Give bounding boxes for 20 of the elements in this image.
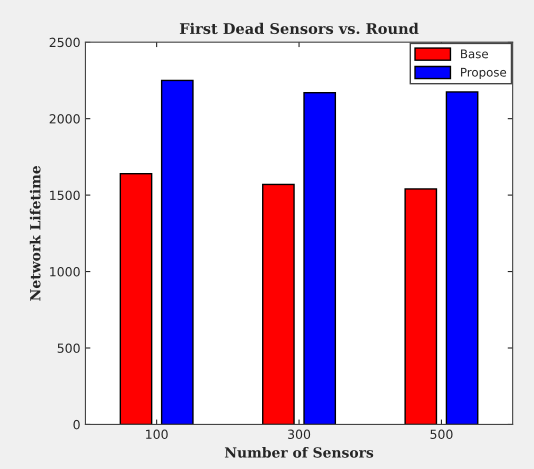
- y-axis-title: Network Lifetime: [30, 166, 41, 301]
- legend-label: Propose: [461, 68, 506, 79]
- y-tick-label: 500: [58, 343, 80, 353]
- y-tick-label: 0: [73, 420, 80, 430]
- bar: [262, 184, 295, 424]
- bar: [404, 188, 438, 424]
- chart-title: First Dead Sensors vs. Round: [180, 22, 419, 34]
- bar: [446, 91, 478, 424]
- legend-label: Base: [461, 50, 488, 58]
- x-axis-title: Number of Sensors: [224, 446, 374, 458]
- y-tick-label: 2000: [50, 114, 80, 124]
- x-tick-label: 100: [146, 430, 168, 439]
- x-tick-label: 500: [430, 430, 453, 439]
- y-tick-label: 2500: [50, 38, 80, 48]
- y-tick-label: 1500: [50, 190, 80, 200]
- y-tick-label: 1000: [50, 267, 80, 276]
- bar: [120, 173, 152, 424]
- bar: [160, 80, 194, 424]
- bar: [303, 92, 336, 424]
- x-tick-label: 300: [288, 430, 310, 439]
